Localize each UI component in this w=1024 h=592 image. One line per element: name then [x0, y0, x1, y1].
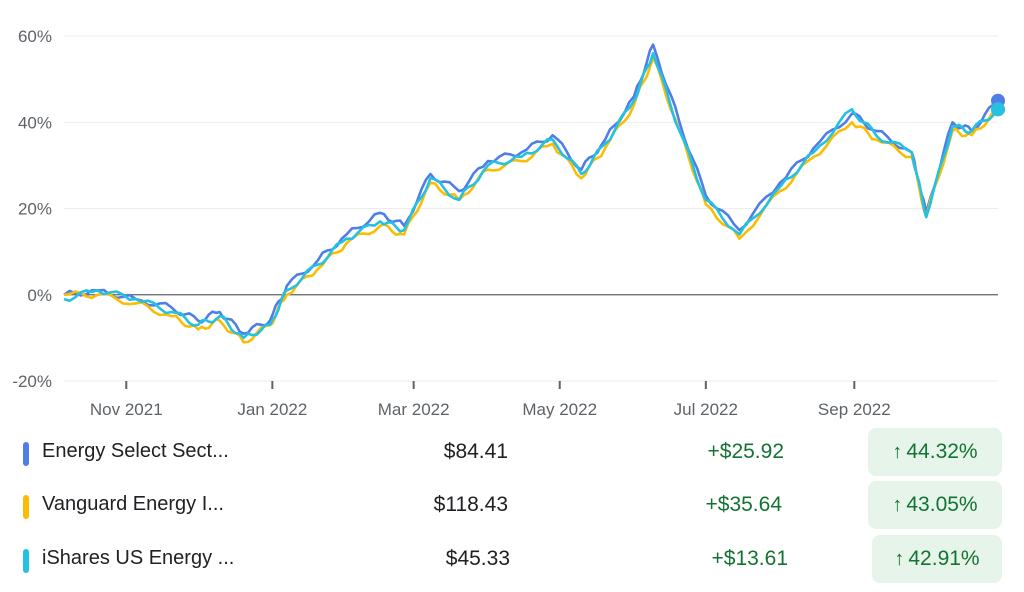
x-tick-label: Nov 2021	[90, 400, 163, 419]
legend-name: Energy Select Sect...	[42, 440, 229, 462]
legend-name: iShares US Energy ...	[42, 547, 235, 569]
y-tick-label: -20%	[12, 372, 52, 391]
series-line	[63, 43, 999, 335]
y-tick-label: 0%	[27, 286, 52, 305]
arrow-up-icon: ↑	[894, 547, 905, 570]
legend-row-vanguard-energy[interactable]: Vanguard Energy I... $118.43 +$35.64 ↑ 4…	[0, 481, 1024, 529]
arrow-up-icon: ↑	[892, 493, 903, 516]
legend-price: $84.41	[443, 440, 508, 463]
x-tick-label: Mar 2022	[378, 400, 450, 419]
legend-change: +$13.61	[711, 547, 789, 570]
gridlines	[64, 35, 998, 382]
legend-percent: 44.32%	[906, 440, 978, 463]
legend-row-ishares-energy[interactable]: iShares US Energy ... $45.33 +$13.61 ↑ 4…	[0, 535, 1024, 583]
x-tick-label: Sep 2022	[818, 400, 891, 419]
y-tick-label: 40%	[18, 113, 52, 132]
series-line	[63, 56, 999, 344]
series-end-dot	[991, 102, 1005, 117]
x-axis-ticks: Nov 2021 Jan 2022 Mar 2022 May 2022 Jul 2022…	[90, 381, 891, 419]
y-axis-ticks: 60% 40% 20% 0% -20%	[12, 27, 52, 391]
series-color-swatch	[23, 549, 29, 573]
legend-percent: 43.05%	[906, 493, 978, 516]
legend-row-energy-select[interactable]: Energy Select Sect... $84.41 +$25.92 ↑ 4…	[0, 428, 1024, 476]
series-line	[63, 52, 1000, 340]
x-tick-label: May 2022	[522, 400, 597, 419]
arrow-up-icon: ↑	[892, 440, 903, 463]
legend-name: Vanguard Energy I...	[42, 493, 224, 515]
percent-badge: ↑ 42.91%	[872, 535, 1002, 583]
percent-badge: ↑ 44.32%	[868, 428, 1002, 476]
x-tick-label: Jan 2022	[237, 400, 307, 419]
percent-badge: ↑ 43.05%	[868, 481, 1002, 529]
series-color-swatch	[23, 495, 29, 519]
legend-percent: 42.91%	[908, 547, 980, 570]
series-color-swatch	[23, 442, 29, 466]
y-tick-label: 60%	[18, 27, 52, 46]
legend-price: $45.33	[445, 547, 510, 570]
legend-change: +$25.92	[707, 440, 785, 463]
legend-price: $118.43	[433, 493, 508, 516]
x-tick-label: Jul 2022	[674, 400, 738, 419]
series-lines	[63, 43, 1005, 344]
legend-change: +$35.64	[705, 493, 783, 516]
y-tick-label: 20%	[18, 200, 52, 219]
comparison-chart: 60% 40% 20% 0% -20% Nov 2021 Jan 2022 Mar 2022…	[12, 27, 1005, 419]
